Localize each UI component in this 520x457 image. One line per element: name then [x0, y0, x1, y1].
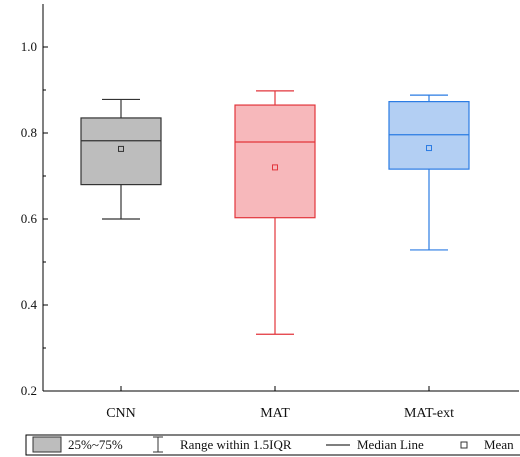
legend-mean-label: Mean [484, 437, 514, 452]
x-tick-label: CNN [106, 406, 136, 421]
y-axis: 0.2 0.4 0.6 0.8 1.0 [21, 39, 48, 398]
x-tick-label: MAT-ext [404, 406, 454, 421]
y-tick-label: 0.6 [21, 211, 38, 226]
y-tick-label: 0.4 [21, 297, 38, 312]
iqr-box [234, 104, 316, 219]
plot-frame [42, 4, 519, 392]
mean-marker [426, 145, 432, 152]
y-tick-label: 0.2 [21, 383, 37, 398]
legend-box-swatch [32, 436, 62, 453]
box-mat-ext [388, 94, 470, 251]
legend-frame [25, 434, 520, 456]
mean-marker [272, 164, 278, 171]
mean-marker [118, 145, 124, 152]
y-tick-label: 1.0 [21, 39, 37, 54]
box-cnn [80, 98, 162, 220]
x-axis: CNN MAT MAT-ext [106, 386, 454, 421]
legend-mean-marker [460, 441, 468, 449]
legend-range-icon [153, 436, 163, 453]
legend-median-label: Median Line [357, 437, 424, 452]
legend-range-label: Range within 1.5IQR [180, 437, 292, 452]
box-series [80, 90, 470, 335]
y-tick-label: 0.8 [21, 125, 37, 140]
x-tick-label: MAT [260, 406, 290, 421]
legend-box-label: 25%~75% [68, 437, 123, 452]
iqr-box [388, 101, 470, 170]
legend: 25%~75% Range within 1.5IQR Median Line … [25, 434, 520, 456]
box-mat [234, 90, 316, 335]
